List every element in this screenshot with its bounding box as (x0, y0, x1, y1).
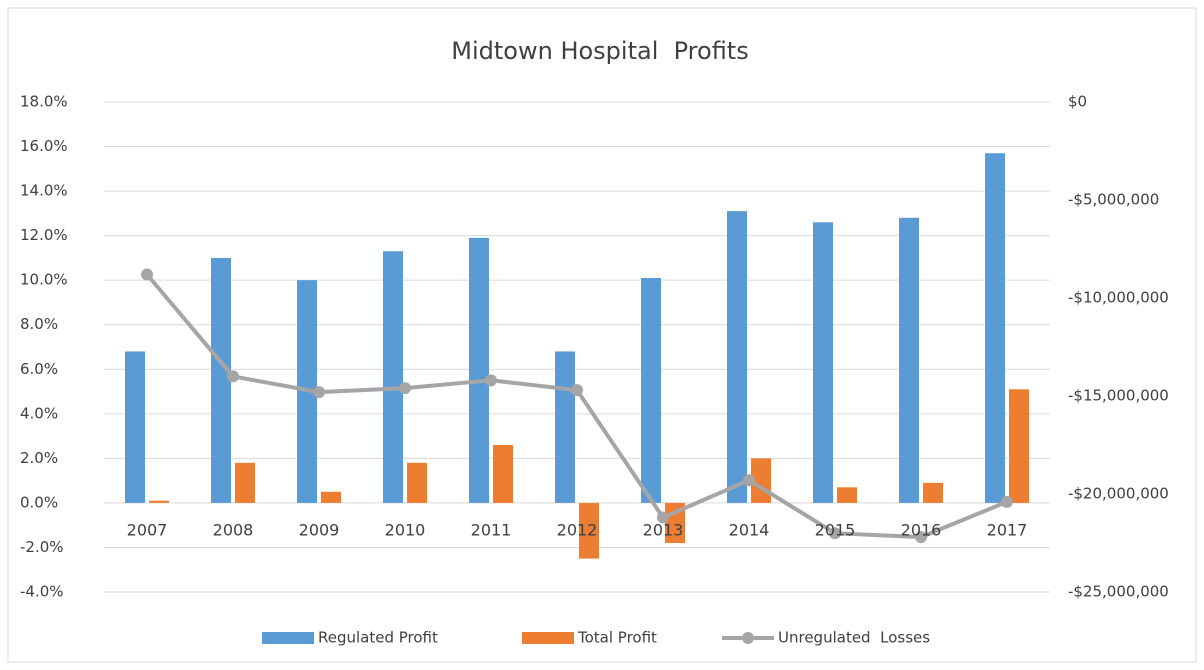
bar (211, 257, 231, 503)
y-tick-label: -2.0% (20, 538, 64, 556)
bar (555, 351, 575, 503)
bar (407, 462, 427, 503)
bar (727, 211, 747, 503)
bar (383, 251, 403, 503)
bar (923, 482, 943, 503)
bar (1009, 389, 1029, 503)
bar (321, 491, 341, 503)
bar (985, 153, 1005, 503)
x-tick-label: 2014 (729, 520, 770, 539)
legend-swatch (262, 632, 314, 644)
x-tick-label: 2009 (299, 520, 340, 539)
line-marker (657, 511, 669, 524)
y2-tick-label: -$5,000,000 (1068, 191, 1159, 209)
y2-tick-label: -$10,000,000 (1068, 289, 1169, 307)
y-tick-label: 16.0% (20, 137, 68, 155)
x-tick-label: 2013 (643, 520, 684, 539)
y-tick-label: 10.0% (20, 271, 68, 289)
y-tick-label: 6.0% (20, 360, 58, 378)
x-tick-label: 2017 (987, 520, 1028, 539)
x-tick-label: 2008 (213, 520, 254, 539)
x-tick-label: 2011 (471, 520, 512, 539)
line-marker (227, 370, 239, 383)
line-marker (829, 527, 841, 540)
bar (235, 462, 255, 503)
chart-border (7, 7, 1197, 663)
bar (837, 487, 857, 503)
x-tick-label: 2010 (385, 520, 426, 539)
legend-swatch (742, 632, 754, 644)
line-marker (571, 384, 583, 397)
bar (149, 500, 169, 503)
y-tick-label: 2.0% (20, 449, 58, 467)
y2-tick-label: -$20,000,000 (1068, 485, 1169, 503)
line-marker (1001, 495, 1013, 508)
legend-label: Unregulated Losses (778, 629, 930, 647)
y2-tick-label: -$25,000,000 (1068, 583, 1169, 601)
bar (493, 445, 513, 503)
x-tick-label: 2012 (557, 520, 598, 539)
line-marker (313, 386, 325, 399)
bar (579, 502, 599, 559)
legend-label: Regulated Profit (318, 629, 438, 647)
bar (813, 222, 833, 503)
y2-tick-label: $0 (1068, 93, 1087, 111)
x-tick-label: 2007 (127, 520, 168, 539)
line-marker (141, 268, 153, 281)
bar (125, 351, 145, 503)
line-marker (485, 374, 497, 387)
x-tick-label: 2015 (815, 520, 856, 539)
y2-tick-label: -$15,000,000 (1068, 387, 1169, 405)
y-tick-label: 18.0% (20, 93, 68, 111)
line-marker (743, 474, 755, 487)
bar (469, 237, 489, 503)
y-tick-label: 12.0% (20, 226, 68, 244)
y-tick-label: 8.0% (20, 315, 58, 333)
y-tick-label: 0.0% (20, 493, 58, 511)
line-marker (915, 531, 927, 544)
line-marker (399, 382, 411, 395)
x-tick-label: 2016 (901, 520, 942, 539)
legend-label: Total Profit (577, 629, 657, 647)
y-tick-label: -4.0% (20, 583, 64, 601)
bar (899, 217, 919, 503)
legend-swatch (522, 632, 574, 644)
chart-title: Midtown Hospital Profits (451, 37, 748, 65)
y-tick-label: 4.0% (20, 404, 58, 422)
y-tick-label: 14.0% (20, 182, 68, 200)
bar (641, 277, 661, 503)
